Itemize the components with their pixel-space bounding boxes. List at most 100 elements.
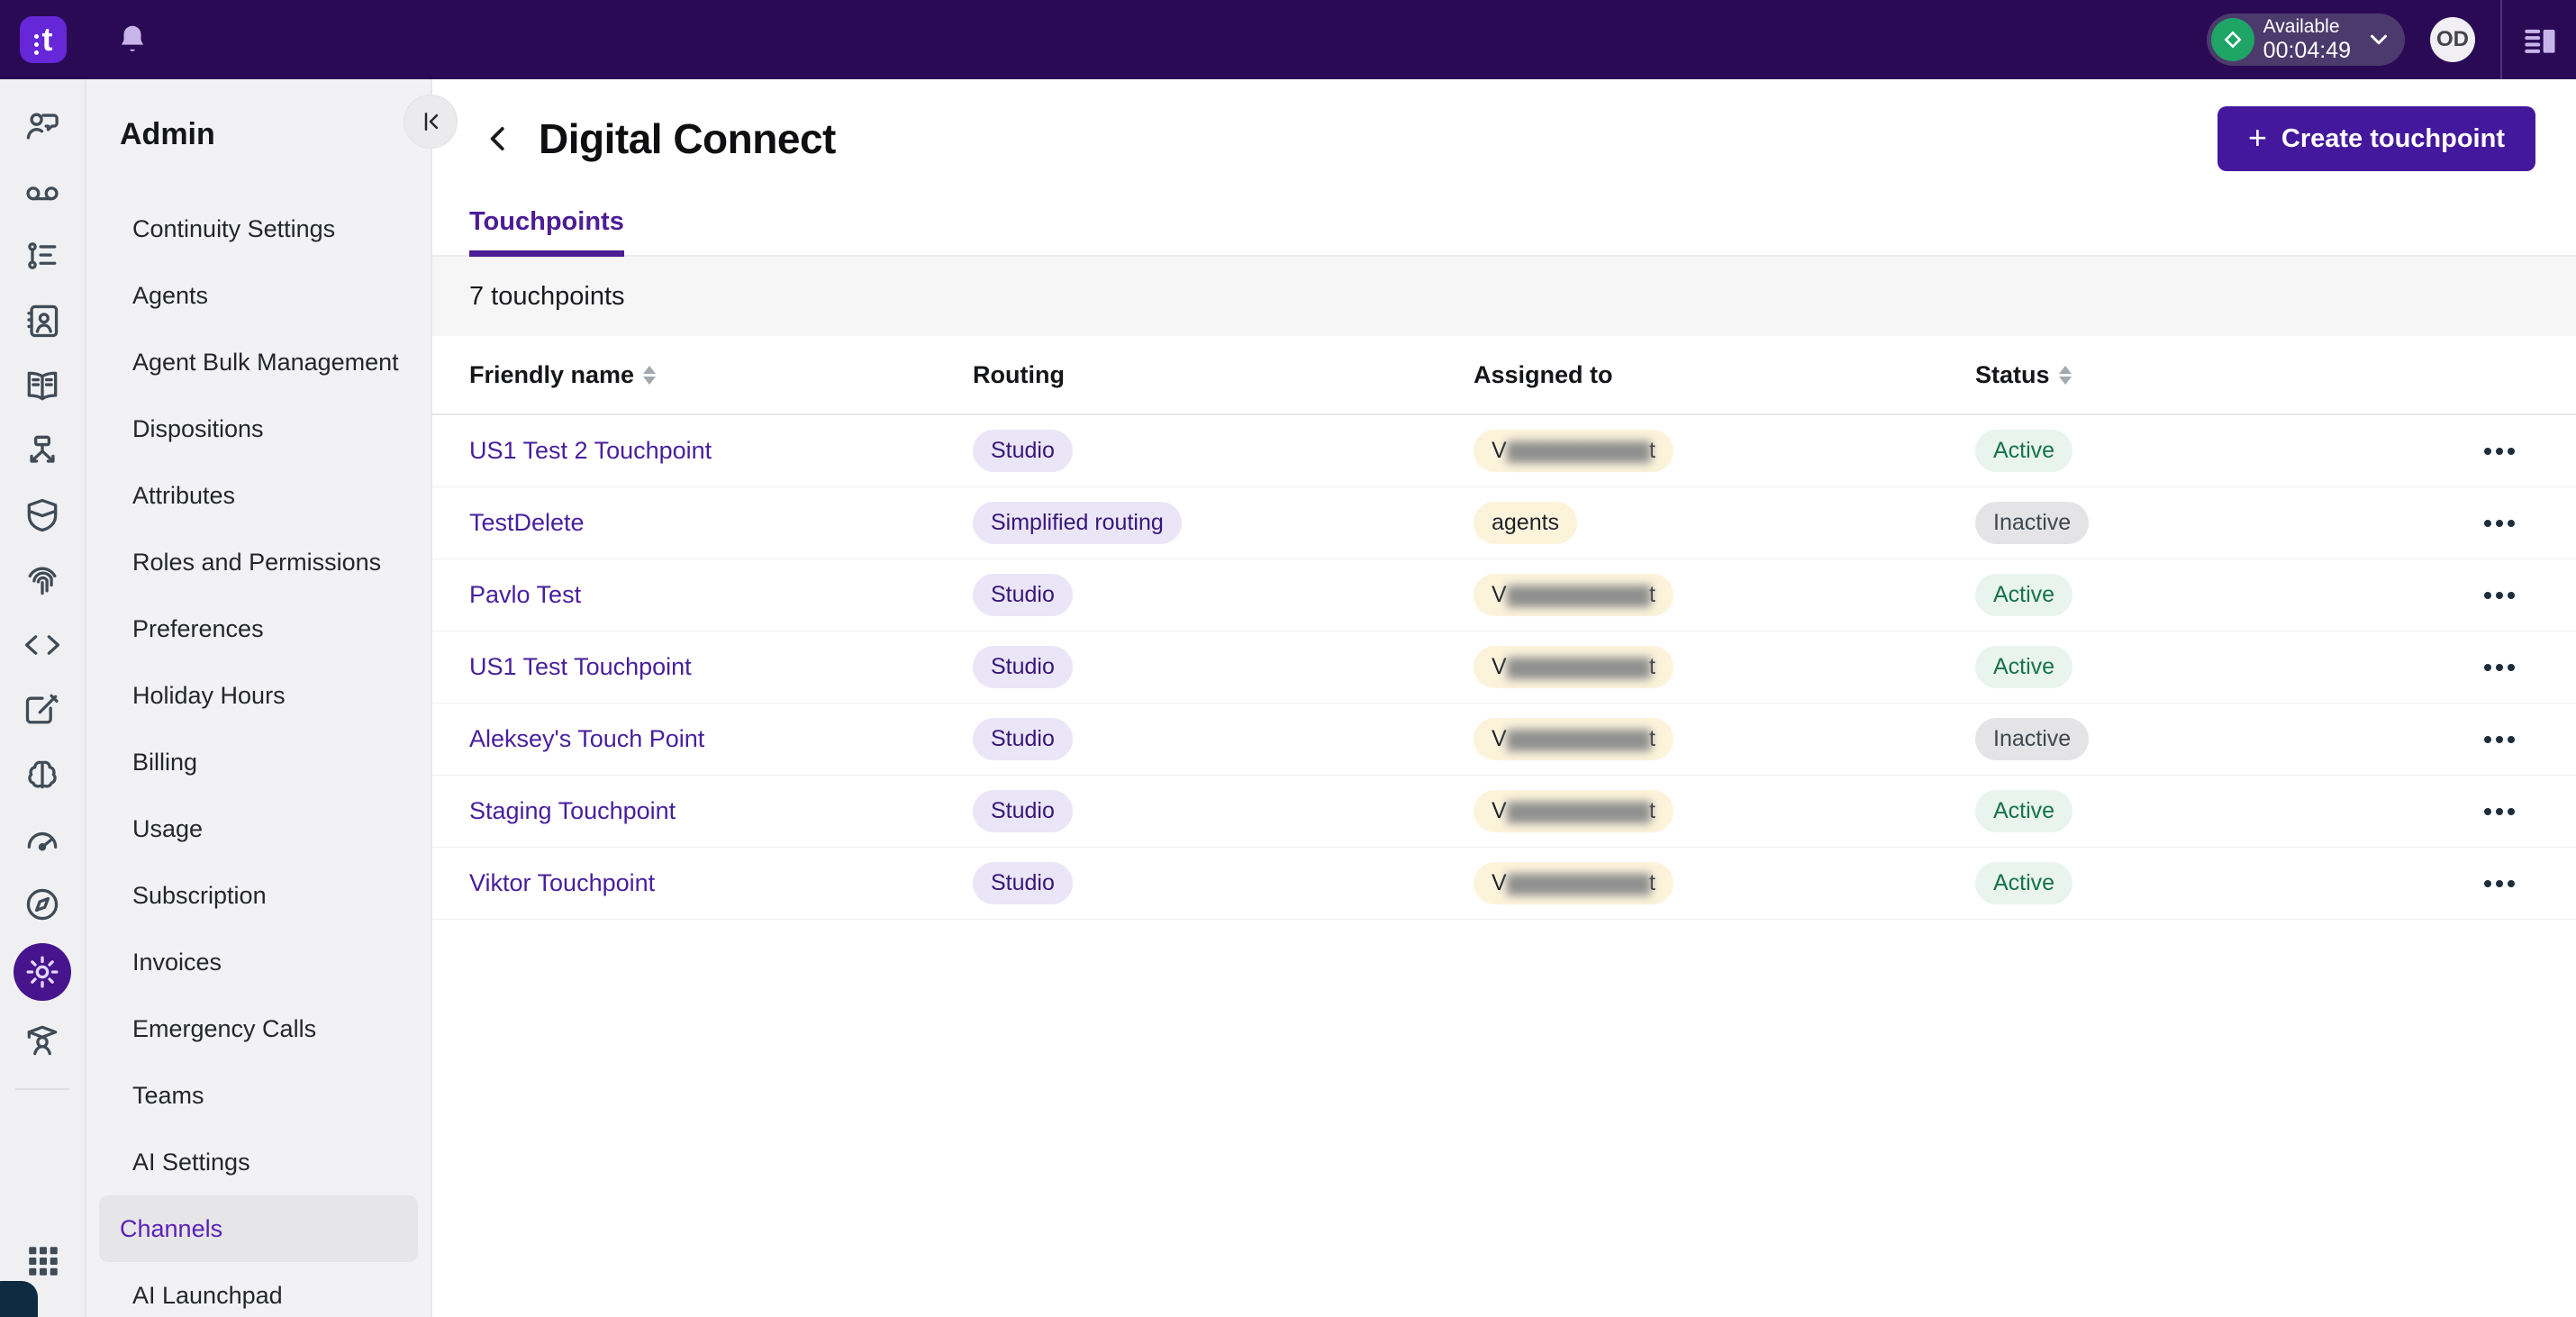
panel-toggle-icon[interactable]: [2520, 20, 2560, 59]
redacted-text: █████████████: [1506, 442, 1651, 462]
row-actions-kebab-icon[interactable]: [2475, 871, 2524, 896]
developer-code-icon[interactable]: [0, 613, 86, 677]
sort-icon: [643, 365, 657, 385]
chevron-down-icon: [2365, 26, 2392, 53]
back-button[interactable]: [476, 116, 521, 161]
table-header: Friendly name Routing Assigned to Status: [432, 336, 2576, 415]
agent-chat-icon[interactable]: [0, 94, 86, 159]
apps-grid-icon[interactable]: [0, 1229, 86, 1294]
touchpoint-name-link[interactable]: Pavlo Test: [469, 581, 582, 608]
table-row: Pavlo Test Studio V█████████████t Active: [432, 559, 2576, 631]
settings-gear-icon[interactable]: [0, 937, 86, 1007]
touchpoint-name-link[interactable]: US1 Test 2 Touchpoint: [469, 437, 712, 464]
status-label: Available: [2263, 15, 2340, 37]
contacts-icon[interactable]: [0, 288, 86, 353]
column-routing: Routing: [973, 360, 1065, 388]
sidebar-item-subscription[interactable]: Subscription: [132, 881, 267, 909]
row-actions-kebab-icon[interactable]: [2475, 583, 2524, 608]
table-row: Staging Touchpoint Studio V█████████████…: [432, 776, 2576, 848]
sidebar-item-emergency-calls[interactable]: Emergency Calls: [132, 1014, 317, 1042]
page-header: Digital Connect + Create touchpoint: [432, 79, 2576, 171]
tab-bar: Touchpoints: [432, 207, 2576, 257]
touchpoint-count: 7 touchpoints: [432, 257, 2576, 336]
ai-brain-icon[interactable]: [0, 742, 86, 807]
routing-flow-icon[interactable]: [0, 418, 86, 483]
assigned-chip: V█████████████t: [1474, 718, 1673, 760]
avatar[interactable]: OD: [2430, 17, 2475, 62]
table-row: US1 Test 2 Touchpoint Studio V██████████…: [432, 415, 2576, 487]
rail-divider: [15, 1088, 69, 1090]
active-icon-circle: [14, 943, 71, 1001]
row-actions-kebab-icon[interactable]: [2475, 439, 2524, 464]
sidebar-collapse-button[interactable]: [404, 95, 457, 148]
row-actions-kebab-icon[interactable]: [2475, 799, 2524, 824]
sidebar-item-agents[interactable]: Agents: [132, 281, 209, 309]
admin-sidebar: Admin Continuity Settings Agents Agent B…: [86, 79, 432, 1317]
routing-chip: Studio: [973, 430, 1073, 472]
status-badge: Active: [1975, 790, 2073, 832]
touchpoint-name-link[interactable]: TestDelete: [469, 509, 585, 536]
touchpoint-name-link[interactable]: Viktor Touchpoint: [469, 869, 656, 896]
sidebar-item-attributes[interactable]: Attributes: [132, 481, 236, 509]
status-badge: Active: [1975, 574, 2073, 616]
routing-chip: Studio: [973, 574, 1073, 616]
touchpoint-name-link[interactable]: Aleksey's Touch Point: [469, 725, 705, 752]
plus-icon: +: [2247, 118, 2267, 156]
compose-icon[interactable]: [0, 677, 86, 742]
shield-icon[interactable]: [0, 483, 86, 548]
row-actions-kebab-icon[interactable]: [2475, 511, 2524, 536]
main-content: Digital Connect + Create touchpoint Touc…: [432, 79, 2576, 1317]
agent-status-pill[interactable]: Available 00:04:49: [2206, 14, 2405, 66]
logo-letter: t: [41, 21, 53, 58]
library-icon[interactable]: [0, 353, 86, 418]
sidebar-header: Admin: [86, 79, 431, 186]
sidebar-item-holiday-hours[interactable]: Holiday Hours: [132, 681, 286, 709]
topbar-divider: [2500, 0, 2502, 79]
sidebar-item-billing[interactable]: Billing: [132, 748, 198, 776]
tab-touchpoints[interactable]: Touchpoints: [469, 207, 624, 257]
explore-compass-icon[interactable]: [0, 872, 86, 937]
voicemail-icon[interactable]: [0, 159, 86, 223]
notification-bell-icon[interactable]: [115, 22, 150, 59]
create-touchpoint-button[interactable]: + Create touchpoint: [2217, 106, 2535, 171]
sort-icon: [2058, 365, 2072, 385]
touchpoint-name-link[interactable]: US1 Test Touchpoint: [469, 653, 692, 680]
available-status-icon: [2210, 18, 2254, 61]
bottom-left-widget-corner: [0, 1281, 38, 1317]
sidebar-item-agent-bulk-management[interactable]: Agent Bulk Management: [132, 348, 399, 376]
sidebar-item-invoices[interactable]: Invoices: [132, 948, 222, 976]
dashboard-gauge-icon[interactable]: [0, 807, 86, 872]
sidebar-item-ai-launchpad[interactable]: AI Launchpad: [132, 1281, 283, 1309]
routing-chip: Simplified routing: [973, 502, 1182, 544]
row-actions-kebab-icon[interactable]: [2475, 727, 2524, 752]
row-actions-kebab-icon[interactable]: [2475, 655, 2524, 680]
status-texts: Available 00:04:49: [2263, 16, 2351, 64]
redacted-text: █████████████: [1506, 586, 1651, 606]
sidebar-item-roles-and-permissions[interactable]: Roles and Permissions: [132, 548, 382, 576]
sidebar-nav: Continuity Settings Agents Agent Bulk Ma…: [86, 186, 431, 1317]
routing-chip: Studio: [973, 862, 1073, 904]
activity-list-icon[interactable]: [0, 223, 86, 288]
assigned-chip: V█████████████t: [1474, 574, 1673, 616]
talkdesk-logo[interactable]: t: [20, 16, 67, 63]
table-row: Viktor Touchpoint Studio V█████████████t…: [432, 848, 2576, 920]
column-friendly-name[interactable]: Friendly name: [469, 361, 973, 389]
status-badge: Inactive: [1975, 718, 2090, 760]
voice-biometrics-icon[interactable]: [0, 548, 86, 613]
sidebar-item-preferences[interactable]: Preferences: [132, 614, 264, 642]
assigned-chip: V█████████████t: [1474, 790, 1673, 832]
sidebar-item-teams[interactable]: Teams: [132, 1081, 204, 1109]
column-status[interactable]: Status: [1975, 361, 2363, 389]
sidebar-item-ai-settings[interactable]: AI Settings: [132, 1148, 250, 1176]
routing-chip: Studio: [973, 718, 1073, 760]
assigned-chip: V█████████████t: [1474, 430, 1673, 472]
sidebar-item-usage[interactable]: Usage: [132, 814, 204, 842]
assigned-chip: V█████████████t: [1474, 646, 1673, 688]
touchpoint-name-link[interactable]: Staging Touchpoint: [469, 797, 676, 824]
sidebar-item-dispositions[interactable]: Dispositions: [132, 414, 264, 442]
training-icon[interactable]: [0, 1007, 86, 1072]
page-title: Digital Connect: [539, 115, 836, 162]
sidebar-item-channels[interactable]: Channels: [99, 1195, 418, 1262]
sidebar-item-continuity-settings[interactable]: Continuity Settings: [132, 214, 336, 242]
